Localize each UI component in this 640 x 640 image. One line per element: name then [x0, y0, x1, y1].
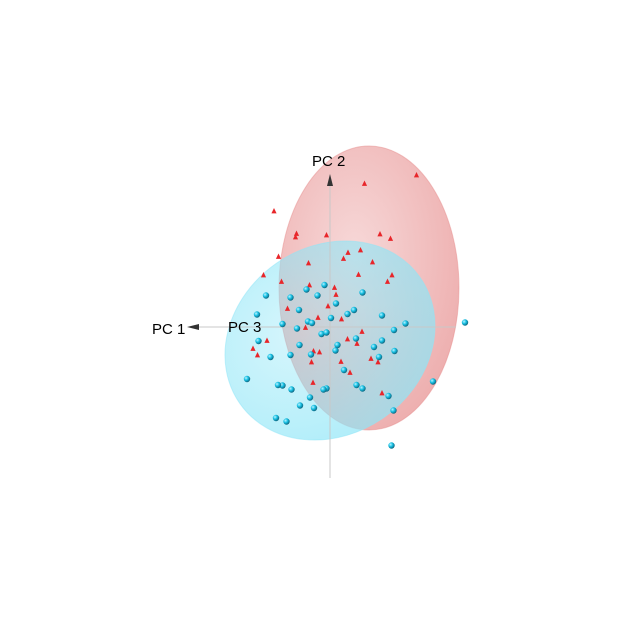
- red-triangle-point: [316, 349, 323, 355]
- red-triangle-point: [275, 253, 282, 259]
- points-layer: [243, 172, 469, 449]
- cyan-sphere-point: [332, 347, 339, 354]
- cyan-sphere-point: [272, 414, 280, 422]
- red-triangle-point: [254, 352, 261, 358]
- red-triangle-point: [325, 303, 331, 309]
- cyan-sphere-point: [391, 347, 398, 355]
- cyan-sphere-point: [314, 292, 321, 299]
- cyan-sphere-point: [359, 385, 366, 392]
- cyan-sphere-point: [303, 286, 310, 293]
- cyan-sphere-point: [288, 386, 295, 393]
- red-triangle-point: [357, 247, 364, 253]
- cyan-sphere-point: [320, 386, 327, 393]
- red-triangle-point: [340, 255, 347, 261]
- cyan-sphere-point: [353, 381, 360, 389]
- red-triangle-point: [413, 172, 420, 178]
- red-triangle-point: [293, 230, 300, 236]
- red-triangle-point: [306, 282, 313, 288]
- red-triangle-point: [375, 359, 381, 365]
- red-triangle-point: [384, 278, 391, 284]
- cyan-sphere-point: [262, 292, 270, 299]
- cyan-sphere-point: [243, 375, 251, 383]
- cyan-sphere-point: [293, 325, 301, 332]
- red-triangle-point: [333, 291, 339, 297]
- cyan-sphere-point: [385, 392, 392, 400]
- red-triangle-point: [315, 314, 321, 320]
- cyan-sphere-point: [267, 353, 274, 361]
- cyan-sphere-point: [253, 311, 261, 318]
- pc1-arrowhead: [187, 324, 199, 330]
- red-triangle-point: [264, 337, 270, 343]
- cyan-sphere-point: [307, 351, 315, 358]
- cyan-sphere-point: [461, 319, 469, 326]
- pc2-axis-label: PC 2: [312, 153, 345, 170]
- red-triangle-point: [308, 359, 315, 365]
- cyan-sphere-point: [370, 343, 378, 351]
- red-triangle-point: [260, 272, 267, 278]
- cyan-sphere-point: [323, 329, 330, 336]
- red-triangle-point: [359, 328, 365, 334]
- cyan-sphere-point: [296, 341, 303, 349]
- cyan-sphere-point: [287, 294, 294, 301]
- pc1-axis-label: PC 1: [152, 321, 185, 338]
- red-triangle-point: [345, 249, 351, 255]
- cyan-sphere-point: [279, 320, 286, 328]
- red-triangle-point: [379, 390, 385, 396]
- red-triangle-point: [302, 324, 309, 330]
- cyan-sphere-point: [306, 394, 314, 401]
- axis-layer: PC 1 PC 2 PC 3: [152, 153, 456, 478]
- red-triangle-point: [377, 231, 383, 237]
- cyan-sphere-point: [318, 330, 325, 338]
- cyan-sphere-point: [350, 306, 358, 314]
- cyan-sphere-point: [296, 402, 304, 409]
- red-triangle-point: [369, 259, 376, 265]
- pc3-axis-label: PC 3: [228, 319, 261, 336]
- red-triangle-point: [355, 271, 362, 277]
- cyan-sphere-point: [327, 314, 335, 322]
- red-triangle-point: [347, 369, 353, 375]
- cyan-sphere-point: [334, 341, 341, 349]
- cyan-sphere-point: [344, 310, 351, 318]
- red-triangle-point: [361, 180, 368, 186]
- cyan-sphere-point: [274, 381, 282, 389]
- red-triangle-point: [278, 278, 285, 284]
- cyan-sphere-point: [295, 306, 303, 314]
- cyan-sphere-point: [429, 378, 437, 385]
- cyan-sphere-point: [352, 335, 360, 342]
- cyan-sphere-point: [321, 281, 328, 289]
- red-triangle-point: [338, 358, 344, 364]
- red-triangle-point: [292, 234, 299, 240]
- red-triangle-point: [323, 232, 330, 238]
- red-triangle-point: [354, 340, 360, 346]
- red-triangle-point: [310, 379, 316, 385]
- cyan-sphere-point: [308, 319, 316, 327]
- red-triangle-point: [368, 355, 374, 361]
- red-triangle-point: [250, 345, 256, 351]
- red-triangle-point: [271, 208, 277, 214]
- red-triangle-point: [305, 260, 312, 266]
- cyan-sphere-point: [388, 442, 395, 449]
- red-triangle-point: [344, 336, 351, 342]
- cyan-sphere-point: [402, 320, 409, 327]
- cyan-sphere-point: [390, 326, 398, 334]
- red-triangle-point: [387, 235, 394, 241]
- cyan-sphere-point: [375, 353, 383, 361]
- cyan-sphere-point: [332, 300, 340, 307]
- cyan-sphere-point: [283, 418, 290, 425]
- cyan-sphere-point: [359, 289, 366, 296]
- pc2-arrowhead: [327, 174, 333, 186]
- cyan-sphere-point: [287, 351, 294, 359]
- cyan-sphere-point: [340, 366, 348, 374]
- cyan-sphere-point: [390, 407, 397, 414]
- red-triangle-point: [338, 316, 345, 322]
- red-triangle-point: [331, 284, 338, 290]
- red-triangle-point: [389, 272, 395, 278]
- cyan-sphere-point: [310, 404, 318, 412]
- cyan-sphere-point: [378, 337, 386, 344]
- cyan-sphere-point: [378, 312, 386, 319]
- red-triangle-point: [284, 305, 291, 311]
- cyan-sphere-point: [255, 337, 262, 345]
